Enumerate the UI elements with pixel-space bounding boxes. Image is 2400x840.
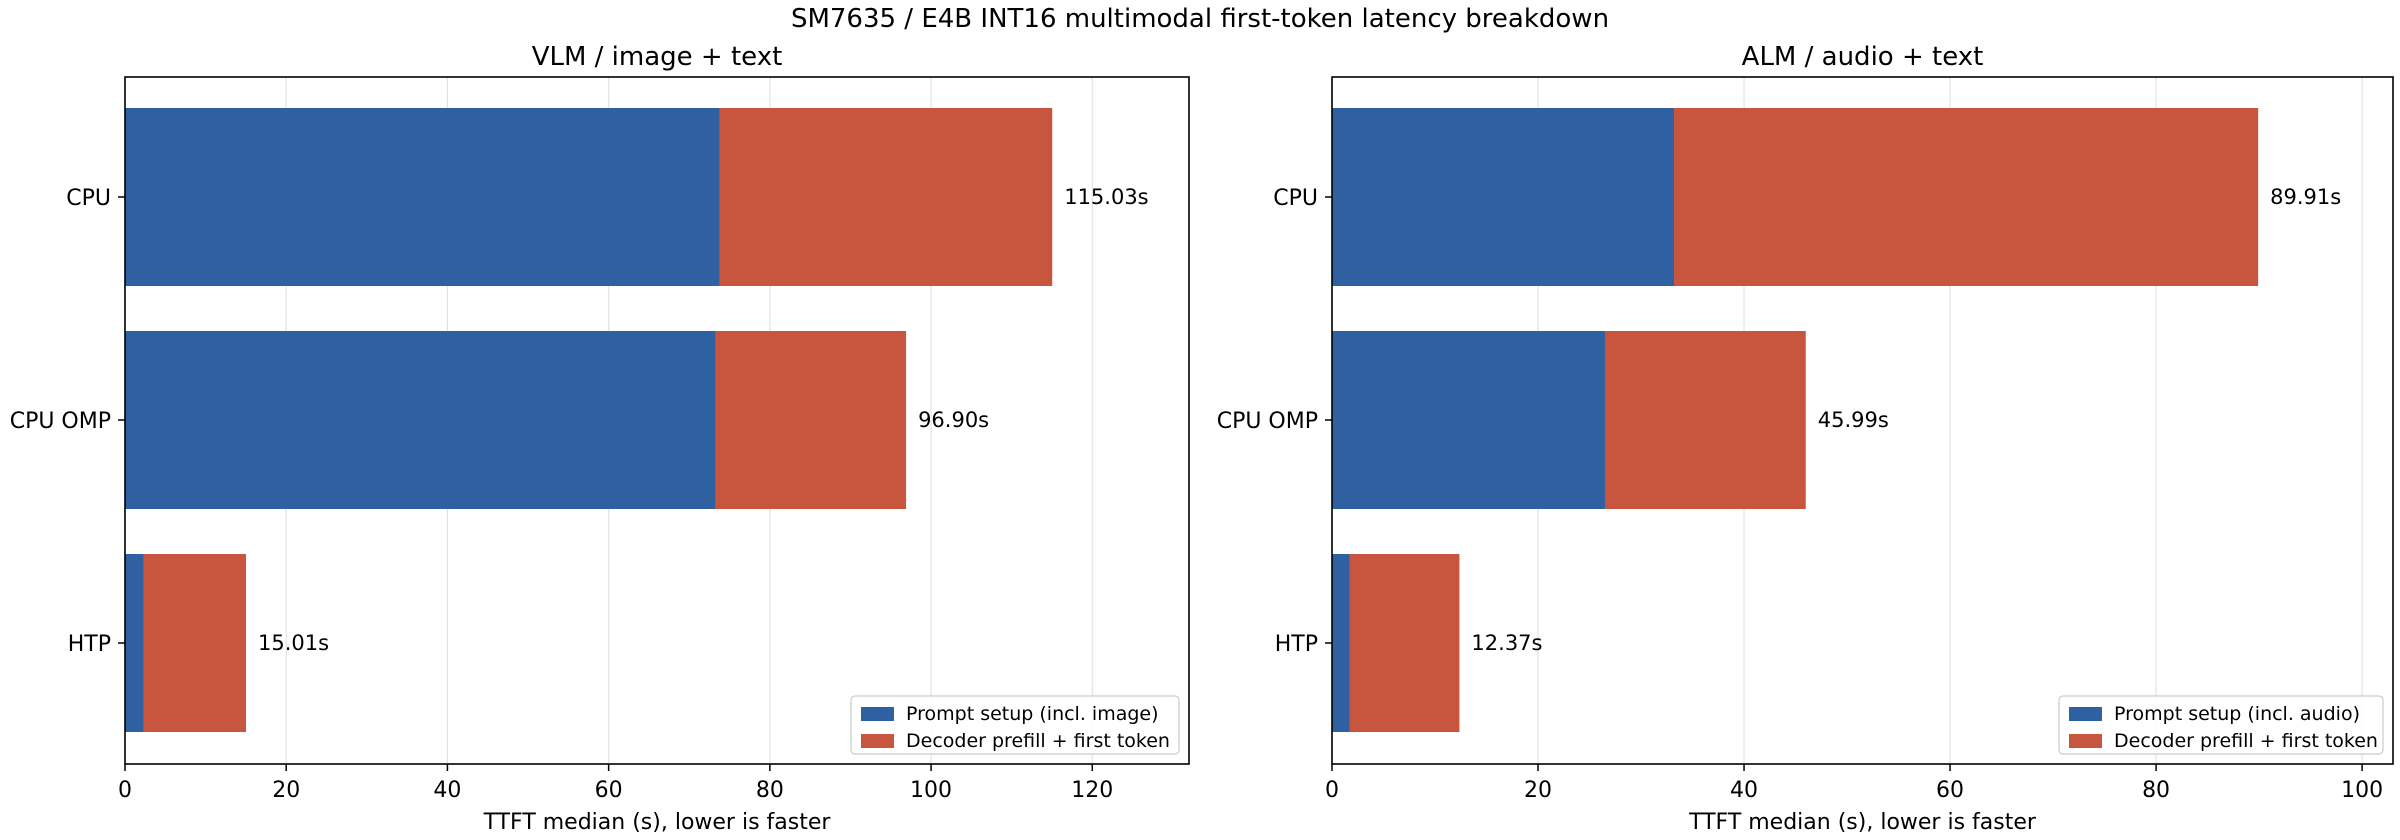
legend-label: Decoder prefill + first token (2114, 730, 2378, 752)
x-tick-label: 60 (595, 778, 623, 803)
bar-setup-htp (125, 554, 144, 732)
figure-title: SM7635 / E4B INT16 multimodal first-toke… (791, 4, 1609, 34)
bar-setup-cpu (1332, 108, 1674, 286)
y-tick-label: HTP (1275, 632, 1318, 657)
plot-frame (124, 76, 1190, 765)
x-tick-label: 40 (1730, 778, 1758, 803)
x-tick-label: 120 (1071, 778, 1113, 803)
legend: Prompt setup (incl. audio) Decoder prefil… (2058, 695, 2384, 755)
x-tick-label: 0 (118, 778, 132, 803)
x-tick-label: 80 (2142, 778, 2170, 803)
legend-label: Prompt setup (incl. audio) (2114, 703, 2360, 725)
total-label: 12.37s (1471, 631, 1542, 655)
x-axis-label: TTFT median (s), lower is faster (1688, 810, 2037, 835)
chart-panel-1: 115.03s CPU 96.90s CPU OMP 15.01s HTP 0 20 40 60 8… (10, 42, 1190, 835)
bar-decoder-htp (1349, 554, 1460, 732)
y-tick-label: CPU OMP (10, 409, 111, 434)
legend-box (2058, 695, 2384, 755)
x-tick-label: 100 (2341, 778, 2383, 803)
bar-setup-cpu (125, 108, 720, 286)
bar-decoder-cpu-omp (1604, 331, 1806, 509)
total-label: 96.90s (918, 408, 989, 432)
legend-swatch (861, 707, 894, 721)
plot-frame (1331, 76, 2394, 765)
total-label: 89.91s (2270, 185, 2341, 209)
chart-title: ALM / audio + text (1742, 42, 1984, 72)
x-tick-label: 0 (1325, 778, 1339, 803)
total-label: 45.99s (1818, 408, 1889, 432)
bar-decoder-cpu (1673, 108, 2259, 286)
x-tick-label: 20 (1524, 778, 1552, 803)
total-label: 15.01s (258, 631, 329, 655)
bar-decoder-htp (143, 554, 246, 732)
chart-title: VLM / image + text (532, 42, 783, 72)
x-tick-label: 20 (272, 778, 300, 803)
x-tick-label: 100 (910, 778, 952, 803)
bar-setup-htp (1332, 554, 1350, 732)
x-tick-label: 80 (756, 778, 784, 803)
legend-label: Prompt setup (incl. image) (906, 703, 1159, 725)
bar-setup-cpu-omp (125, 331, 716, 509)
bar-decoder-cpu-omp (715, 331, 907, 509)
total-label: 115.03s (1064, 185, 1148, 209)
x-tick-label: 60 (1936, 778, 1964, 803)
legend-box (850, 695, 1180, 755)
bar-decoder-cpu (719, 108, 1053, 286)
legend-label: Decoder prefill + first token (906, 730, 1170, 752)
legend-swatch (861, 734, 894, 748)
y-tick-label: CPU OMP (1217, 409, 1318, 434)
x-tick-label: 40 (433, 778, 461, 803)
y-tick-label: CPU (66, 186, 111, 211)
y-tick-label: CPU (1273, 186, 1318, 211)
bar-setup-cpu-omp (1332, 331, 1605, 509)
legend-swatch (2069, 707, 2102, 721)
x-axis-label: TTFT median (s), lower is faster (483, 810, 832, 835)
chart-panel-2: 89.91s CPU 45.99s CPU OMP 12.37s HTP 0 20 40 60 80… (1217, 42, 2394, 835)
y-tick-label: HTP (68, 632, 111, 657)
legend: Prompt setup (incl. image) Decoder prefil… (850, 695, 1180, 755)
legend-swatch (2069, 734, 2102, 748)
